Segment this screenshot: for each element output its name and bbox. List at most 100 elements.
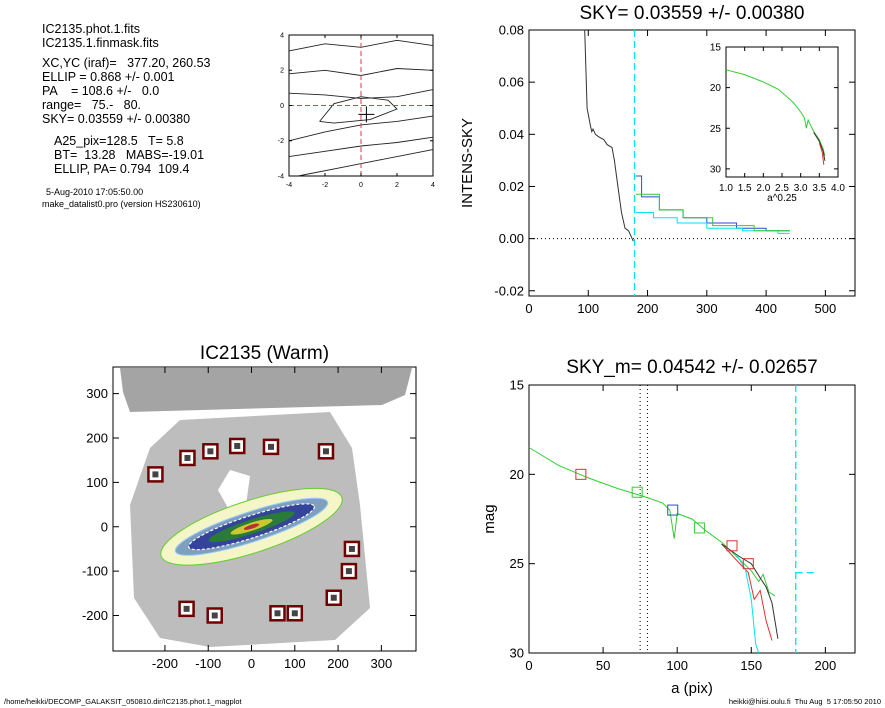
contour-line <box>288 89 434 99</box>
mag-series-line <box>721 543 779 639</box>
image-frame <box>112 366 417 652</box>
contour-y-tick-label: -4 <box>278 173 284 180</box>
intens-title: SKY= 0.03559 +/- 0.00380 <box>579 3 804 24</box>
mag-y-tick-label: 15 <box>510 378 524 393</box>
intens-y-tick-label: 0.08 <box>499 23 524 38</box>
contour-x-tick-label: -4 <box>286 182 292 189</box>
inset-y-tick-label: 25 <box>710 124 722 135</box>
image-y-tick-label: 300 <box>86 386 108 401</box>
info-line: BT= 13.28 MABS=-19.01 <box>54 148 205 162</box>
contour-y-tick-label: -2 <box>278 138 284 145</box>
mask-box-star <box>152 471 159 478</box>
mask-box-star <box>211 612 218 619</box>
inset-y-tick-label: 15 <box>710 43 722 54</box>
mag-x-tick-label: 50 <box>596 658 610 673</box>
inset-series-line <box>813 132 826 161</box>
mag-y-tick-label: 30 <box>510 646 524 661</box>
intens-y-tick-label: 0.04 <box>499 127 524 142</box>
image-x-tick-label: 200 <box>327 656 349 671</box>
mag-ylabel: mag <box>481 504 498 533</box>
mag-title: SKY_m= 0.04542 +/- 0.02657 <box>566 357 817 378</box>
footer-path: /home/heikki/DECOMP_GALAKSIT_050810.dir/… <box>4 697 242 706</box>
intens-y-tick-label: 0.02 <box>499 179 524 194</box>
inset-xlabel: a^0.25 <box>767 193 797 204</box>
image-title: IC2135 (Warm) <box>200 343 329 364</box>
image-masked-hole <box>218 470 250 508</box>
mag-x-tick-label: 100 <box>666 658 688 673</box>
contour-y-tick-label: 2 <box>280 68 284 75</box>
mag-x-tick-label: 0 <box>525 658 532 673</box>
info-date: 5-Aug-2010 17:05:50.00 <box>46 187 144 197</box>
mag-x-tick-label: 150 <box>740 658 762 673</box>
inset-x-tick-label: 1.0 <box>719 183 733 194</box>
contour-line <box>297 149 434 177</box>
image-y-tick-label: 0 <box>101 519 108 534</box>
intens-y-tick-label: 0.06 <box>499 75 524 90</box>
image-y-tick-label: -100 <box>82 564 108 579</box>
contour-x-tick-label: 2 <box>395 182 399 189</box>
mag-series-line <box>528 447 776 597</box>
info-line: IC2135.phot.1.fits <box>42 22 140 36</box>
contour-line <box>288 136 434 158</box>
contour-y-tick-label: 4 <box>280 32 284 39</box>
mag-marker <box>726 540 738 552</box>
mask-box-star <box>291 610 298 617</box>
inset-x-tick-label: 3.0 <box>794 183 808 194</box>
mask-box-star <box>274 610 281 617</box>
mag-y-tick-label: 20 <box>510 467 524 482</box>
intens-x-tick-label: 500 <box>815 301 837 316</box>
image-x-tick-label: 0 <box>248 656 255 671</box>
mag-series-line <box>736 554 760 654</box>
mag-frame <box>528 384 856 654</box>
mask-box-star <box>234 442 241 449</box>
inset-x-tick-label: 2.0 <box>756 183 770 194</box>
inset-y-tick-label: 20 <box>710 83 722 94</box>
mag-marker <box>667 504 679 516</box>
mag-marker <box>742 558 754 570</box>
mag-y-tick-label: 25 <box>510 556 524 571</box>
info-line: ELLIP = 0.868 +/- 0.001 <box>42 70 175 84</box>
mask-box-star <box>330 594 337 601</box>
info-program: make_datalist0.pro (version HS230610) <box>42 199 201 209</box>
inset-x-tick-label: 1.5 <box>738 183 752 194</box>
inset-x-tick-label: 4.0 <box>831 183 845 194</box>
info-panel: IC2135.phot.1.fits IC2135.1.finmask.fits… <box>42 22 211 210</box>
inset-x-tick-label: 2.5 <box>775 183 789 194</box>
inset-series-line <box>818 142 825 165</box>
image-x-tick-label: -200 <box>152 656 178 671</box>
inset-x-tick-label: 3.5 <box>812 183 826 194</box>
galaxy <box>160 487 343 566</box>
intens-y-tick-label: 0.00 <box>499 231 524 246</box>
image-x-tick-label: -100 <box>195 656 221 671</box>
mag-marker <box>693 522 705 534</box>
contour-y-tick-label: 0 <box>280 103 284 110</box>
intens-series-line <box>635 193 790 232</box>
image-y-tick-label: 100 <box>86 475 108 490</box>
intens-x-tick-label: 300 <box>696 301 718 316</box>
mag-marker <box>631 486 643 498</box>
mask-box-star <box>345 568 352 575</box>
mask-box-star <box>267 443 274 450</box>
info-line: IC2135.1.finmask.fits <box>42 36 159 50</box>
intens-x-tick-label: 400 <box>755 301 777 316</box>
intens-x-tick-label: 100 <box>577 301 599 316</box>
info-line: A25_pix=128.5 T= 5.8 <box>54 134 184 148</box>
mag-marker <box>575 468 587 480</box>
info-line: PA = 108.6 +/- 0.0 <box>42 84 160 98</box>
intens-y-tick-label: -0.02 <box>494 283 524 298</box>
image-y-tick-label: -200 <box>82 608 108 623</box>
info-line: XC,YC (iraf)= 377.20, 260.53 <box>42 56 211 70</box>
info-line: ELLIP, PA= 0.794 109.4 <box>54 162 190 176</box>
inset-series-line <box>725 69 826 157</box>
image-x-tick-label: 100 <box>284 656 306 671</box>
mask-box-star <box>322 448 329 455</box>
info-line: SKY= 0.03559 +/- 0.00380 <box>42 112 191 126</box>
intens-x-tick-label: 200 <box>637 301 659 316</box>
mag-series-line <box>721 543 773 641</box>
mask-box-star <box>184 454 191 461</box>
intens-frame <box>528 29 856 297</box>
inset-y-tick-label: 30 <box>710 164 722 175</box>
mask-box-star <box>183 605 190 612</box>
footer-user: heikki@hiisi.oulu.fi Thu Aug 5 17:05:50 … <box>728 697 881 706</box>
